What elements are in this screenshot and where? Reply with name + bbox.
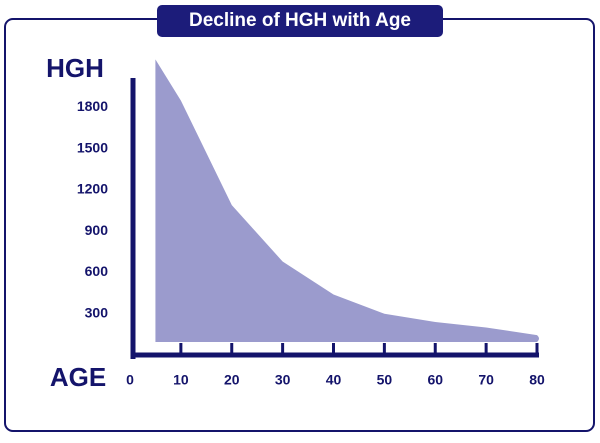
y-tick-label: 300 bbox=[85, 304, 109, 320]
y-tick-label: 1200 bbox=[77, 181, 108, 197]
y-tick-label: 1500 bbox=[77, 139, 108, 155]
x-tick-label: 50 bbox=[377, 372, 393, 388]
area bbox=[155, 59, 539, 343]
x-tick-label: 60 bbox=[427, 372, 443, 388]
x-tick-label: 70 bbox=[478, 372, 494, 388]
y-tick-label: 1800 bbox=[77, 98, 108, 114]
x-tick-label: 80 bbox=[529, 372, 545, 388]
chart-title: Decline of HGH with Age bbox=[189, 10, 411, 31]
x-tick-label: 20 bbox=[224, 372, 240, 388]
y-tick-label: 600 bbox=[85, 263, 109, 279]
x-tick-label: 40 bbox=[326, 372, 342, 388]
y-tick-label: 900 bbox=[85, 222, 109, 238]
y-axis-label: HGH bbox=[46, 53, 104, 83]
x-axis-label: AGE bbox=[50, 362, 106, 392]
x-tick-label: 0 bbox=[126, 372, 134, 388]
x-tick-label: 10 bbox=[173, 372, 189, 388]
title-badge bbox=[157, 5, 443, 37]
x-tick-label: 30 bbox=[275, 372, 291, 388]
